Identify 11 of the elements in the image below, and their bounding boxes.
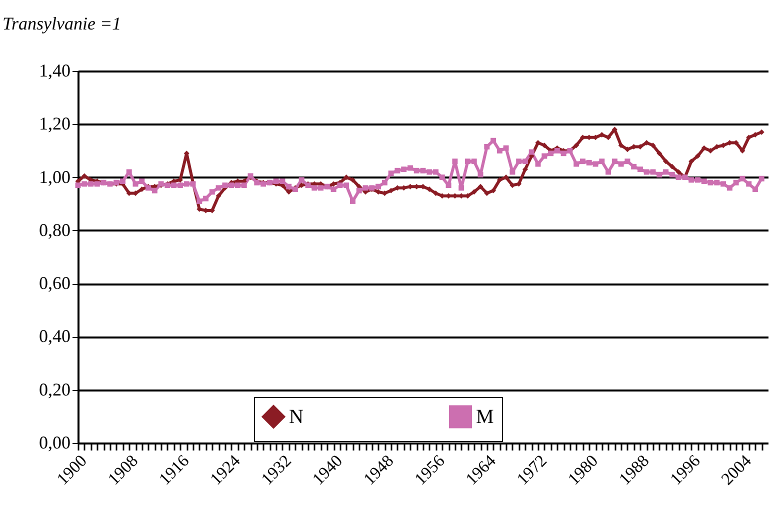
y-tick-label: 0,20 — [39, 379, 70, 400]
y-tick-label: 0,00 — [39, 432, 70, 452]
y-tick-label: 0,60 — [39, 273, 70, 294]
legend-label: N — [289, 406, 304, 428]
y-tick-label: 1,00 — [39, 166, 70, 187]
y-axis-title: Transylvanie =1 — [2, 14, 122, 34]
y-tick-label: 1,20 — [39, 114, 70, 134]
y-tick-label: 0,80 — [39, 220, 70, 240]
y-tick-label: 0,40 — [39, 326, 70, 346]
y-tick-label: 1,40 — [39, 60, 70, 80]
legend-label: M — [476, 406, 494, 428]
